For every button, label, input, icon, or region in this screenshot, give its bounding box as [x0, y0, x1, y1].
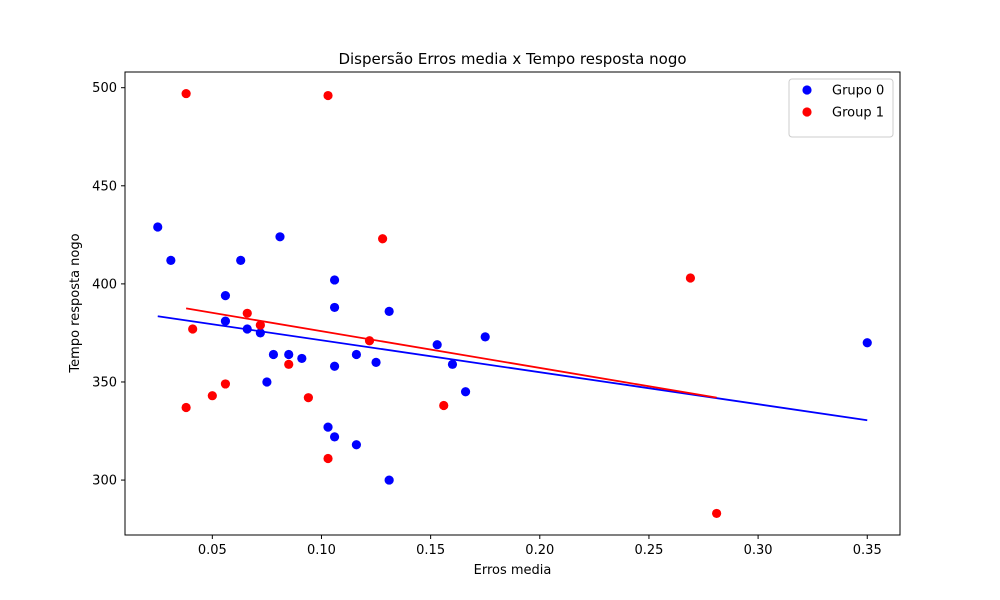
series-1-point-6 [255, 320, 265, 330]
series-0-point-9 [275, 232, 285, 242]
series-1-point-0 [181, 88, 191, 99]
series-0-point-8 [268, 349, 279, 360]
series-1-point-7 [284, 359, 294, 369]
y-tick-label-4: 500 [92, 81, 117, 96]
series-1-point-5 [242, 308, 252, 318]
x-tick-label-3: 0.20 [525, 543, 554, 558]
series-0-point-13 [329, 275, 340, 285]
series-1-point-14 [685, 273, 696, 283]
series-0-point-26 [862, 338, 872, 348]
series-1-point-3 [207, 391, 217, 401]
series-0-point-17 [351, 349, 362, 360]
x-tick-label-6: 0.35 [853, 543, 882, 558]
series-0-point-10 [284, 349, 294, 360]
series-0-point-11 [297, 353, 307, 364]
series-1-point-13 [439, 400, 449, 411]
series-1-point-12 [378, 234, 388, 244]
series-0-point-16 [329, 432, 340, 442]
series-0-point-24 [460, 387, 471, 397]
series-0-point-2 [220, 291, 231, 301]
series-1-point-9 [323, 90, 333, 101]
plot-frame [124, 71, 901, 536]
y-axis-label: Tempo resposta nogo [68, 233, 83, 373]
series-1-point-10 [323, 453, 333, 464]
series-1-point-2 [188, 324, 198, 334]
chart-title: Dispersão Erros media x Tempo resposta n… [338, 50, 686, 68]
y-tick-label-1: 350 [92, 375, 117, 390]
series-0-point-23 [447, 359, 458, 369]
series-0-point-4 [236, 255, 246, 265]
series-0-point-1 [166, 255, 176, 265]
x-tick-label-1: 0.10 [307, 543, 336, 558]
series-0-point-6 [255, 328, 265, 338]
legend-marker-1 [802, 107, 812, 117]
legend-marker-0 [802, 85, 812, 95]
series-0-point-12 [323, 422, 333, 432]
series-1-trend-line [185, 307, 717, 399]
series-1-point-4 [220, 379, 231, 389]
series-1-point-11 [364, 336, 375, 346]
series-0-point-15 [329, 361, 340, 371]
series-0-point-0 [153, 222, 163, 232]
series-1-point-15 [712, 508, 722, 519]
series-0-point-18 [351, 440, 362, 450]
series-0-point-21 [384, 475, 394, 485]
x-tick-label-2: 0.15 [416, 543, 445, 558]
y-tick-label-3: 450 [92, 179, 117, 194]
series-1-point-8 [303, 393, 313, 403]
y-tick-label-2: 400 [92, 277, 117, 292]
legend-box [788, 78, 894, 138]
x-axis-label: Erros media [474, 563, 552, 578]
legend: Grupo 0 Group 1 [788, 78, 894, 138]
plot-area [153, 88, 872, 519]
series-0-trend-line [157, 315, 868, 422]
x-tick-label-4: 0.25 [634, 543, 663, 558]
x-tick-label-5: 0.30 [744, 543, 773, 558]
axes: 0.05 0.10 0.15 0.20 0.25 0.30 0.35 300 350 400 450… [92, 71, 901, 558]
x-tick-label-0: 0.05 [198, 543, 227, 558]
series-0-point-25 [480, 332, 490, 342]
series-0-point-22 [432, 340, 442, 350]
series-0-point-3 [220, 316, 231, 326]
legend-label-0: Grupo 0 [832, 84, 884, 99]
legend-label-1: Group 1 [832, 106, 884, 121]
series-0-point-19 [371, 357, 381, 367]
y-tick-label-0: 300 [92, 474, 117, 489]
series-0-point-7 [262, 377, 272, 387]
series-1-point-1 [181, 402, 191, 413]
series-0-point-14 [329, 302, 340, 313]
series-0-point-20 [384, 306, 394, 316]
